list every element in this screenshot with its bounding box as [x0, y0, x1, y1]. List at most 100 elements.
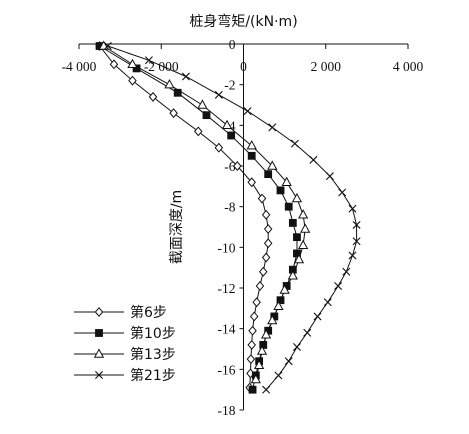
- cross-stroke: [325, 172, 334, 181]
- data-point: [297, 239, 309, 249]
- data-point: [194, 126, 203, 137]
- data-point: [352, 220, 361, 229]
- cross-stroke: [243, 107, 252, 116]
- data-point: [214, 142, 224, 153]
- cross-stroke: [352, 220, 361, 229]
- data-point: [303, 328, 312, 337]
- legend-marker: [95, 371, 103, 379]
- data-point: [323, 298, 332, 307]
- cross-stroke: [181, 72, 190, 81]
- data-point: [221, 119, 233, 130]
- cross-stroke: [284, 357, 293, 366]
- legend-item: 第6步: [74, 304, 167, 321]
- data-point: [247, 339, 256, 350]
- data-point: [284, 202, 293, 211]
- x-tick-label: -2 000: [144, 59, 179, 74]
- y-tick-label: -14: [218, 322, 236, 337]
- data-point: [243, 107, 252, 116]
- data-point: [291, 192, 303, 203]
- chart-title: 桩身弯矩/(kN·m): [189, 13, 297, 30]
- cross-stroke: [323, 298, 332, 307]
- y-ticks: 0-2-4-6-8-10-12-14-16-18: [218, 37, 244, 418]
- y-tick-label: -8: [224, 200, 235, 215]
- data-point: [279, 284, 290, 294]
- data-point: [148, 91, 158, 102]
- data-point: [257, 193, 267, 204]
- cross-stroke: [303, 328, 312, 337]
- cross-stroke: [348, 251, 357, 260]
- data-point: [334, 281, 343, 290]
- y-tick-label: -12: [218, 281, 236, 296]
- data-point: [181, 72, 190, 81]
- cross-stroke: [338, 188, 347, 197]
- data-point: [313, 312, 322, 321]
- data-point: [256, 345, 268, 355]
- data-point: [297, 209, 309, 219]
- series-3: [98, 40, 311, 384]
- cross-stroke: [342, 267, 351, 276]
- y-tick-label: -6: [224, 159, 235, 174]
- cross-stroke: [262, 385, 271, 394]
- y-tick-label: 0: [229, 37, 236, 52]
- data-point: [284, 357, 293, 366]
- data-point: [197, 99, 208, 109]
- x-ticks: -4 000 -2 000 0 2 000 4 000: [62, 44, 424, 74]
- cross-stroke: [292, 342, 301, 351]
- x-tick-label: 4 000: [393, 59, 424, 74]
- data-point: [127, 58, 138, 69]
- data-point: [246, 354, 256, 365]
- data-point: [281, 176, 292, 186]
- data-point: [233, 161, 242, 171]
- cross-stroke: [103, 42, 112, 51]
- data-point: [287, 270, 298, 280]
- data-point: [267, 314, 278, 325]
- cross-stroke: [95, 371, 103, 379]
- y-tick-label: -18: [218, 403, 236, 418]
- legend-label: 第13步: [130, 346, 176, 363]
- data-point: [252, 297, 261, 308]
- cross-stroke: [144, 56, 153, 65]
- data-point: [227, 131, 236, 140]
- data-point: [288, 219, 297, 227]
- legend-marker: [94, 307, 104, 317]
- y-axis-label: 截面深度/m: [169, 190, 185, 264]
- data-point: [247, 177, 256, 188]
- x-tick-label: -4 000: [62, 59, 97, 74]
- legend-label: 第21步: [130, 367, 176, 384]
- cross-stroke: [334, 281, 343, 290]
- data-point: [325, 172, 334, 181]
- data-point: [246, 140, 257, 150]
- data-point: [103, 42, 112, 51]
- data-point: [128, 75, 137, 86]
- data-point: [263, 238, 273, 249]
- data-point: [274, 371, 283, 380]
- data-point: [249, 311, 259, 322]
- cross-stroke: [274, 371, 283, 380]
- data-point: [169, 108, 178, 119]
- data-point: [290, 139, 299, 148]
- series-1: [95, 41, 273, 393]
- data-point: [258, 266, 268, 277]
- data-point: [293, 253, 305, 264]
- data-point: [260, 329, 272, 339]
- data-point: [248, 325, 257, 336]
- data-point: [292, 342, 301, 351]
- data-point: [264, 170, 273, 179]
- data-point: [262, 385, 271, 394]
- data-point: [202, 111, 211, 120]
- series-2: [95, 42, 301, 394]
- data-point: [348, 204, 357, 213]
- data-point: [293, 233, 301, 242]
- data-point: [338, 188, 347, 197]
- legend-item: 第21步: [74, 367, 176, 384]
- data-point: [342, 267, 351, 276]
- legend-marker: [93, 348, 105, 358]
- cross-stroke: [352, 237, 361, 246]
- series-4: [103, 42, 361, 394]
- legend-label: 第10步: [130, 325, 176, 342]
- data-point: [268, 123, 277, 132]
- data-point: [144, 56, 153, 65]
- cross-stroke: [348, 204, 357, 213]
